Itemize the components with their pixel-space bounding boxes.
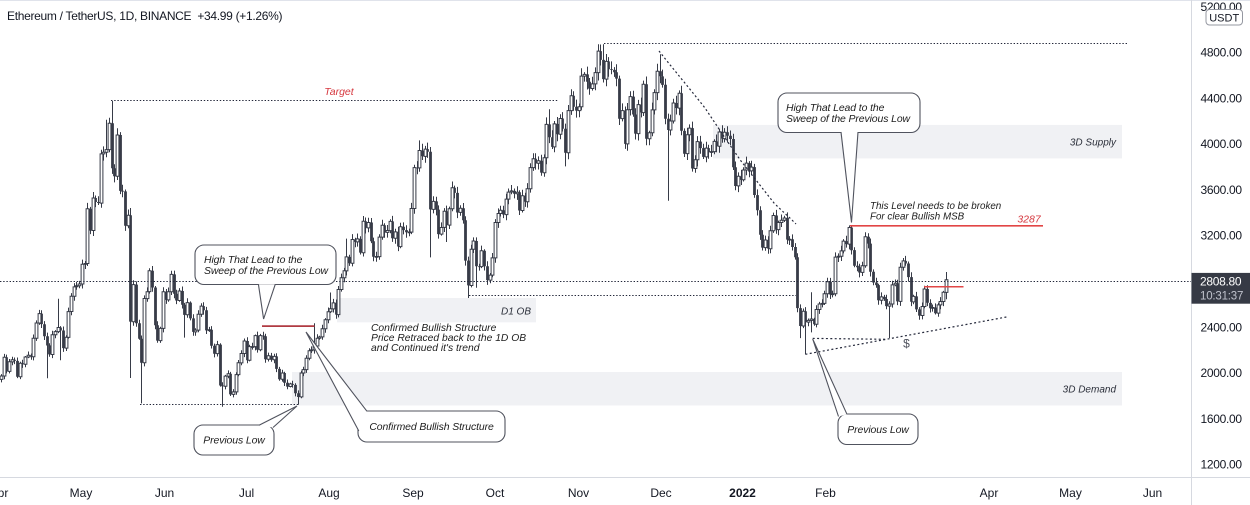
svg-text:Oct: Oct	[486, 486, 505, 500]
svg-text:Jun: Jun	[155, 486, 174, 500]
svg-text:3600.00: 3600.00	[1201, 183, 1243, 197]
svg-text:4800.00: 4800.00	[1201, 46, 1243, 60]
svg-text:and Continued it's trend: and Continued it's trend	[371, 343, 480, 354]
svg-text:High That Lead to the: High That Lead to the	[204, 255, 303, 266]
svg-text:May: May	[70, 486, 93, 500]
svg-text:Sweep of the Previous Low: Sweep of the Previous Low	[786, 114, 912, 125]
svg-text:1200.00: 1200.00	[1201, 458, 1243, 472]
svg-text:Sep: Sep	[402, 486, 424, 500]
svg-text:Sweep of the Previous Low: Sweep of the Previous Low	[204, 266, 330, 277]
svg-text:Confirmed Bullish Structure: Confirmed Bullish Structure	[371, 323, 497, 334]
svg-text:4400.00: 4400.00	[1201, 91, 1243, 105]
svg-text:4000.00: 4000.00	[1201, 137, 1243, 151]
svg-text:Feb: Feb	[815, 486, 836, 500]
svg-text:2000.00: 2000.00	[1201, 366, 1243, 380]
svg-text:2022: 2022	[729, 486, 756, 500]
svg-text:Ethereum / TetherUS, 1D, BINAN: Ethereum / TetherUS, 1D, BINANCE +34.99 …	[7, 9, 283, 23]
svg-text:3200.00: 3200.00	[1201, 229, 1243, 243]
svg-text:Jul: Jul	[239, 486, 254, 500]
svg-text:3D Supply: 3D Supply	[1070, 138, 1117, 149]
svg-text:Previous Low: Previous Low	[203, 436, 266, 447]
svg-text:Apr: Apr	[980, 486, 999, 500]
svg-text:$: $	[903, 337, 910, 351]
svg-text:Nov: Nov	[568, 486, 589, 500]
svg-text:Dec: Dec	[650, 486, 671, 500]
svg-text:Jun: Jun	[1143, 486, 1162, 500]
svg-text:High That Lead to the: High That Lead to the	[786, 103, 885, 114]
svg-text:2400.00: 2400.00	[1201, 320, 1243, 334]
svg-text:2808.80: 2808.80	[1200, 275, 1242, 289]
svg-text:May: May	[1059, 486, 1082, 500]
svg-text:10:31:37: 10:31:37	[1200, 291, 1243, 303]
svg-text:USDT: USDT	[1209, 12, 1239, 24]
svg-text:Target: Target	[324, 86, 354, 98]
svg-text:Apr: Apr	[0, 486, 8, 500]
svg-text:1600.00: 1600.00	[1201, 412, 1243, 426]
svg-text:Aug: Aug	[318, 486, 339, 500]
svg-text:Previous Low: Previous Low	[847, 425, 910, 436]
svg-text:3287: 3287	[1017, 214, 1042, 226]
svg-text:D1 OB: D1 OB	[501, 307, 531, 318]
svg-text:3D Demand: 3D Demand	[1063, 385, 1117, 396]
svg-text:For clear Bullish MSB: For clear Bullish MSB	[870, 212, 965, 223]
svg-text:Confirmed Bullish Structure: Confirmed Bullish Structure	[369, 422, 494, 433]
svg-text:Price Retraced back to the 1D: Price Retraced back to the 1D OB	[371, 333, 526, 344]
svg-text:This Level needs to be broken: This Level needs to be broken	[870, 201, 1001, 212]
